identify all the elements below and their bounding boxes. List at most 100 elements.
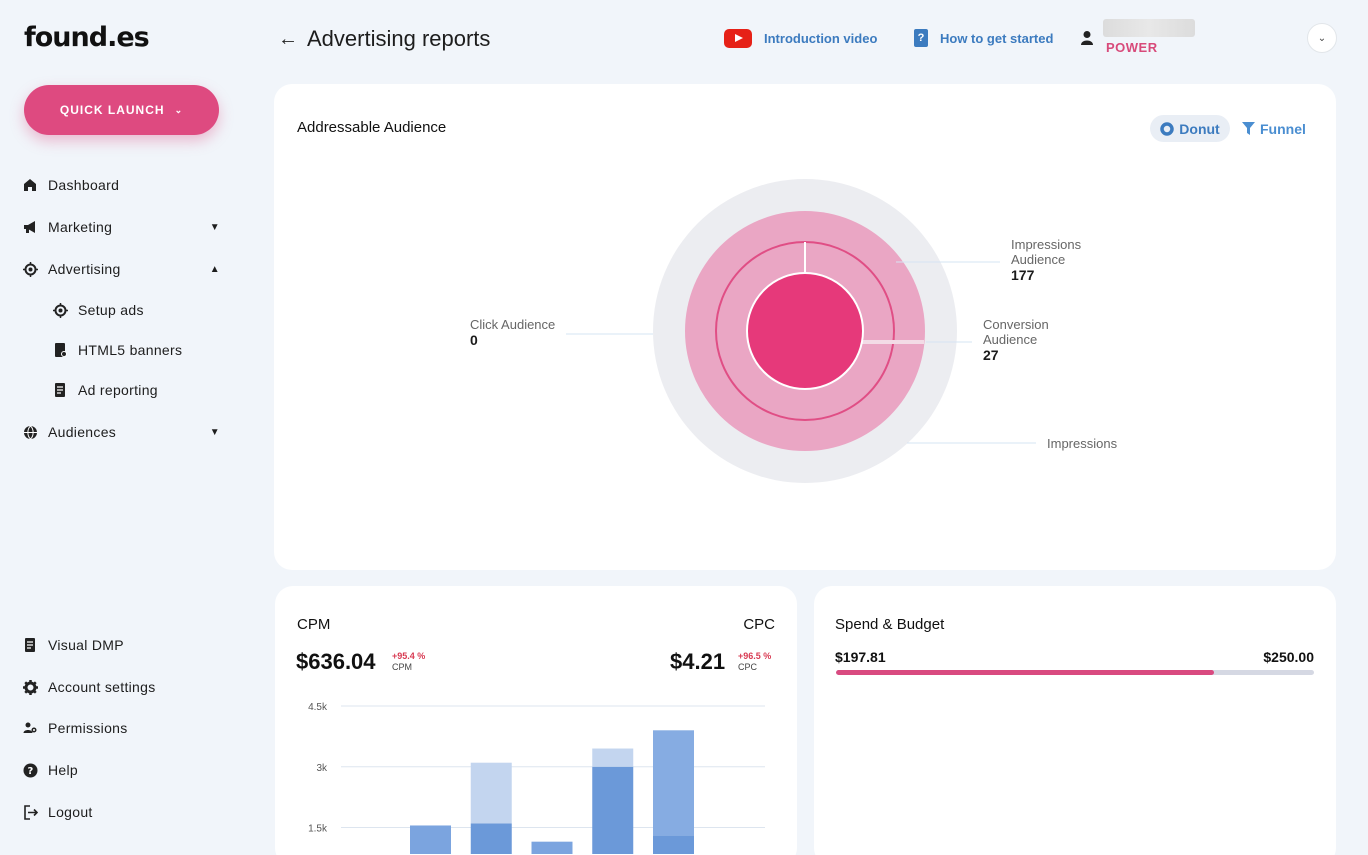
sidebar-item-ad-reporting[interactable]: Ad reporting — [52, 382, 222, 398]
sidebar-item-label: Advertising — [48, 261, 121, 277]
sidebar-item-label: Dashboard — [48, 177, 120, 193]
label-name: Click Audience — [470, 317, 556, 332]
user-icon — [1080, 30, 1094, 51]
document-icon — [22, 637, 38, 653]
funnel-view-toggle[interactable]: Funnel — [1242, 115, 1306, 142]
chevron-down-icon: ▼ — [209, 426, 220, 438]
cpm-title: CPM — [297, 616, 331, 633]
intro-video-label: Introduction video — [764, 31, 878, 46]
sidebar-item-label: Help — [48, 762, 78, 778]
label-name-line2: Audience — [983, 332, 1038, 347]
bar-segment[interactable] — [410, 825, 451, 854]
user-name — [1103, 19, 1195, 37]
audience-donut-chart — [566, 179, 1036, 483]
bar-segment[interactable] — [592, 748, 634, 767]
report-icon — [52, 382, 68, 398]
chevron-down-icon: ⌄ — [174, 104, 184, 115]
users-icon — [22, 720, 38, 736]
label-value: 27 — [983, 347, 999, 363]
chevron-down-icon: ▼ — [209, 221, 220, 233]
bar-segment[interactable] — [592, 766, 634, 854]
quick-launch-button[interactable]: QUICK LAUNCH ⌄ — [24, 85, 219, 135]
quick-launch-label: QUICK LAUNCH — [59, 103, 165, 117]
page-title: Advertising reports — [307, 26, 491, 51]
svg-text:?: ? — [27, 766, 33, 777]
youtube-icon — [724, 29, 752, 48]
help-book-icon: ? — [914, 29, 928, 47]
click-audience-core[interactable] — [746, 272, 864, 390]
sidebar-item-html5-banners[interactable]: HTML5 banners — [52, 342, 222, 358]
y-tick-label: 1.5k — [308, 824, 328, 835]
chevron-up-icon: ▲ — [209, 263, 220, 275]
sidebar-item-permissions[interactable]: Permissions — [22, 720, 222, 736]
gear-icon — [22, 679, 38, 695]
get-started-label: How to get started — [940, 30, 1054, 46]
cpc-value: $4.21 — [670, 649, 726, 674]
budget-amount: $250.00 — [1263, 649, 1314, 665]
budget-progress-fill — [836, 670, 1215, 675]
donut-view-toggle[interactable]: Donut — [1150, 115, 1230, 142]
cpm-delta: +95.4 % CPM — [392, 651, 425, 673]
funnel-label: Funnel — [1260, 120, 1306, 137]
addressable-audience-card: Addressable Audience Donut Funnel Click … — [274, 84, 1336, 570]
sidebar-item-label: Setup ads — [78, 302, 144, 318]
label-name-line1: Impressions — [1011, 237, 1082, 252]
sidebar-item-logout[interactable]: Logout — [22, 804, 222, 820]
target-icon — [52, 302, 68, 318]
target-icon — [22, 261, 38, 277]
user-menu-button[interactable]: ⌄ — [1307, 23, 1337, 53]
sidebar-item-label: Marketing — [48, 219, 113, 235]
cpc-delta-value: +96.5 % — [738, 651, 772, 661]
spend-amount: $197.81 — [835, 649, 886, 665]
bar-segment[interactable] — [470, 762, 512, 824]
sidebar-item-dashboard[interactable]: Dashboard — [22, 177, 222, 193]
bar-segment[interactable] — [531, 841, 573, 854]
sidebar: found.es QUICK LAUNCH ⌄ Dashboard Market… — [0, 0, 250, 855]
sidebar-item-label: HTML5 banners — [78, 342, 183, 358]
bar-segment[interactable] — [470, 823, 512, 854]
bar-segment[interactable] — [653, 730, 694, 836]
sidebar-item-advertising[interactable]: Advertising ▲ — [22, 261, 222, 277]
card-title: Spend & Budget — [835, 616, 945, 633]
card-title: Addressable Audience — [297, 119, 447, 136]
label-name-line1: Conversion — [983, 317, 1049, 332]
funnel-icon — [1242, 122, 1255, 135]
sidebar-item-help[interactable]: ? Help — [22, 762, 222, 778]
sidebar-item-account-settings[interactable]: Account settings — [22, 679, 222, 695]
globe-icon — [22, 424, 38, 440]
cpc-title: CPC — [743, 616, 775, 633]
cpm-cpc-card: CPM CPC $636.04 +95.4 % CPM $4.21 +96.5 … — [275, 586, 797, 855]
logo[interactable]: found.es — [24, 22, 150, 53]
cpm-delta-unit: CPM — [392, 662, 412, 672]
sidebar-item-marketing[interactable]: Marketing ▼ — [22, 219, 222, 235]
sidebar-item-label: Ad reporting — [78, 382, 158, 398]
sidebar-item-visual-dmp[interactable]: Visual DMP — [22, 637, 222, 653]
cpc-delta: +96.5 % CPC — [738, 651, 771, 673]
sidebar-item-label: Permissions — [48, 720, 128, 736]
bar-segment[interactable] — [653, 835, 694, 854]
sidebar-item-audiences[interactable]: Audiences ▼ — [22, 424, 222, 440]
budget-progress-bar — [836, 670, 1314, 675]
spend-budget-card: Spend & Budget $197.81 $250.00 — [814, 586, 1336, 855]
label-value: 177 — [1011, 267, 1035, 283]
sidebar-item-setup-ads[interactable]: Setup ads — [52, 302, 222, 318]
banner-icon — [52, 342, 68, 358]
logout-icon — [22, 804, 38, 820]
y-tick-label: 3k — [316, 763, 328, 774]
impressions-label: Impressions — [1047, 436, 1118, 451]
cpm-delta-value: +95.4 % — [392, 651, 426, 661]
get-started-link[interactable]: ? How to get started — [914, 29, 1053, 47]
megaphone-icon — [22, 219, 38, 235]
sidebar-item-label: Account settings — [48, 679, 156, 695]
sidebar-item-label: Audiences — [48, 424, 117, 440]
help-icon: ? — [22, 762, 38, 778]
y-tick-label: 4.5k — [308, 702, 328, 713]
intro-video-link[interactable]: Introduction video — [724, 29, 877, 48]
home-icon — [22, 177, 38, 193]
user-role: POWER — [1106, 40, 1158, 55]
label-value: 0 — [470, 332, 478, 348]
back-arrow-icon[interactable]: ← — [278, 28, 298, 50]
click-audience-label: Click Audience 0 — [470, 317, 555, 348]
cpm-value: $636.04 — [296, 649, 376, 674]
chevron-down-icon: ⌄ — [1317, 32, 1327, 44]
